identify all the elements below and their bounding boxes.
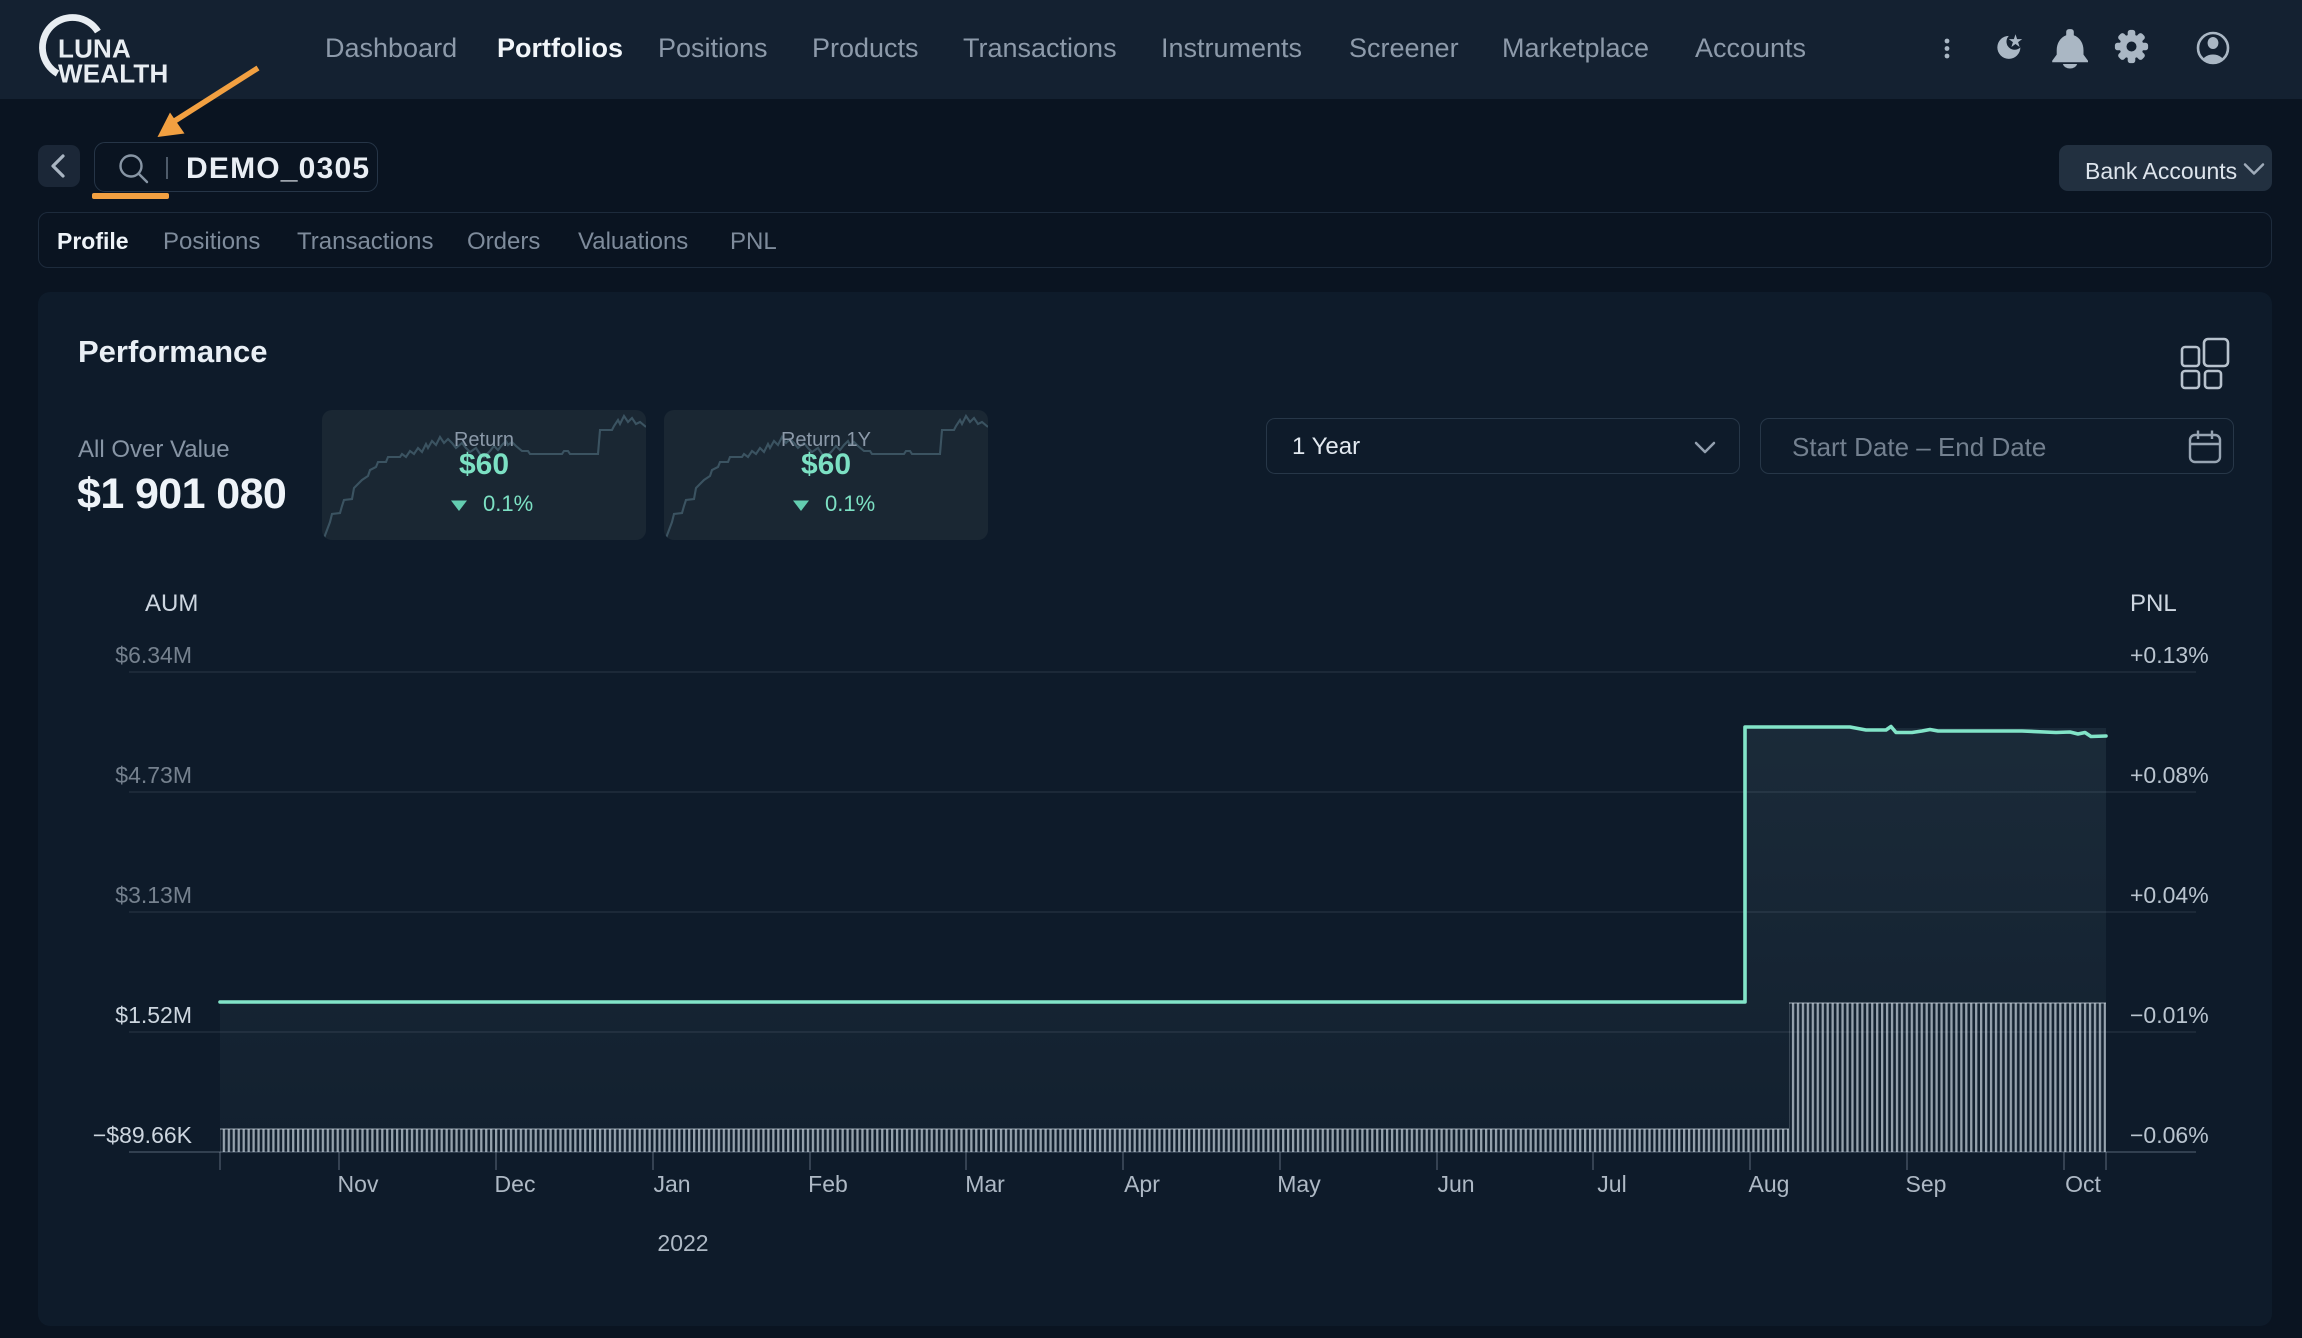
svg-text:−0.06%: −0.06%: [2130, 1122, 2209, 1148]
svg-text:+0.04%: +0.04%: [2130, 882, 2209, 908]
svg-text:May: May: [1277, 1171, 1321, 1197]
svg-text:−$89.66K: −$89.66K: [93, 1122, 193, 1148]
svg-text:Jul: Jul: [1597, 1171, 1626, 1197]
svg-text:Oct: Oct: [2065, 1171, 2101, 1197]
svg-text:$6.34M: $6.34M: [115, 642, 192, 668]
svg-text:+0.13%: +0.13%: [2130, 642, 2209, 668]
svg-text:Dec: Dec: [495, 1171, 536, 1197]
svg-text:PNL: PNL: [2130, 590, 2177, 617]
svg-text:−0.01%: −0.01%: [2130, 1002, 2209, 1028]
svg-text:$1.52M: $1.52M: [115, 1002, 192, 1028]
svg-text:Mar: Mar: [965, 1171, 1005, 1197]
svg-text:WEALTH: WEALTH: [58, 59, 168, 89]
svg-text:$3.13M: $3.13M: [115, 882, 192, 908]
svg-text:Feb: Feb: [808, 1171, 848, 1197]
svg-text:LUNA: LUNA: [58, 34, 131, 64]
svg-text:Apr: Apr: [1124, 1171, 1160, 1197]
svg-text:Sep: Sep: [1906, 1171, 1947, 1197]
svg-text:$4.73M: $4.73M: [115, 762, 192, 788]
svg-text:+0.08%: +0.08%: [2130, 762, 2209, 788]
svg-text:Nov: Nov: [338, 1171, 379, 1197]
svg-text:AUM: AUM: [145, 590, 198, 617]
svg-text:Aug: Aug: [1749, 1171, 1790, 1197]
svg-text:Jan: Jan: [653, 1171, 690, 1197]
svg-text:Jun: Jun: [1437, 1171, 1474, 1197]
svg-text:2022: 2022: [657, 1230, 708, 1256]
